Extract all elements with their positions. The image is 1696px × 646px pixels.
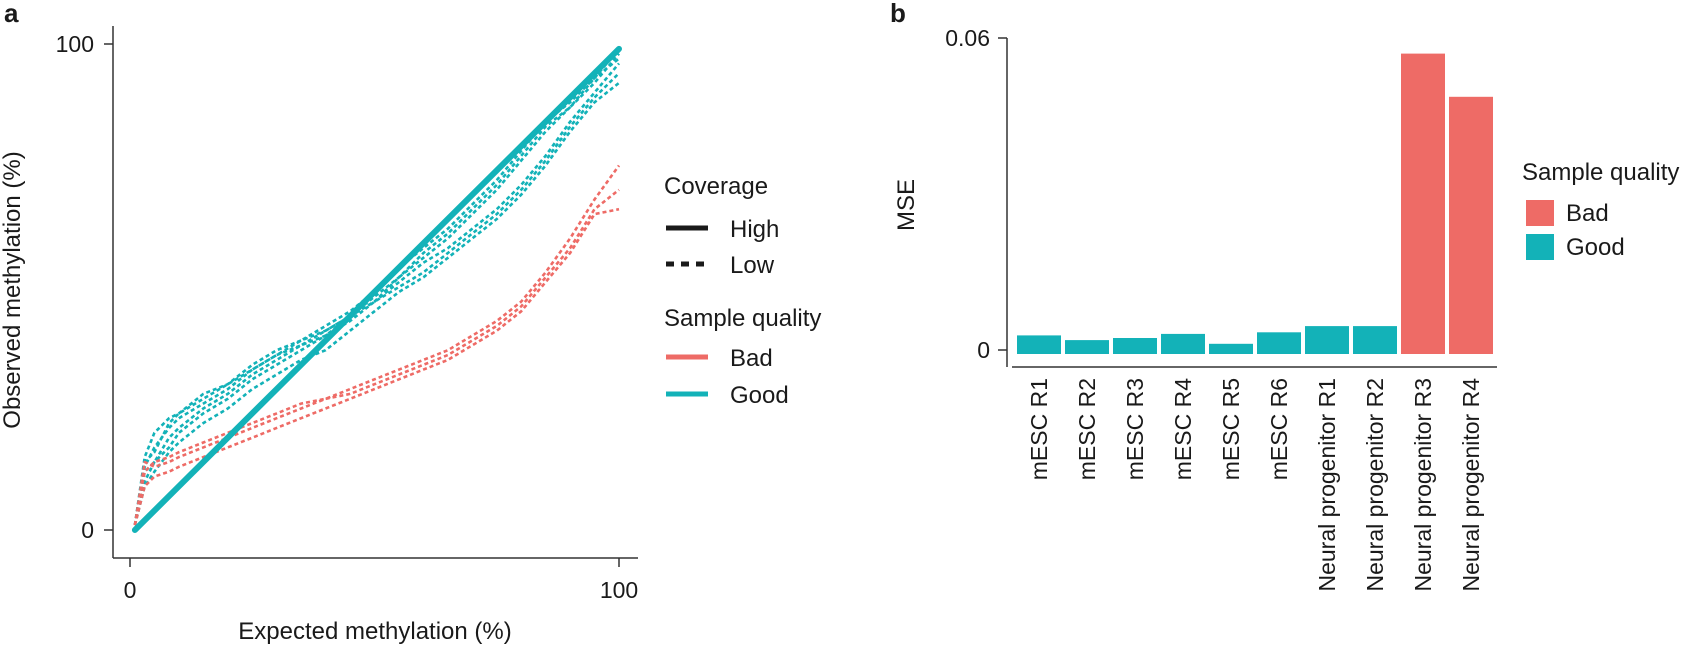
bar-label-1: mESC R1	[1026, 378, 1052, 480]
bar-label-8: Neural progenitor R2	[1362, 378, 1388, 592]
panel-b-legend: Sample quality Bad Good	[1522, 159, 1679, 261]
legend-quality-title: Sample quality	[664, 305, 821, 332]
series-line-5	[133, 72, 620, 526]
panel-a-line-chart: 100 0 0 100 Expected methylation (%) Obs…	[0, 26, 821, 645]
panel-b-bars-group	[1017, 53, 1493, 355]
panel-b-ytick-label-006: 0.06	[945, 25, 990, 51]
legend-bad-label: Bad	[730, 345, 773, 372]
legend-b-good-label: Good	[1566, 234, 1625, 261]
series-line-6	[133, 81, 620, 526]
panel-a-ytick-label-100: 100	[56, 31, 94, 57]
panel-a-legend: Coverage High Low Sample quality Bad Goo…	[664, 173, 821, 409]
series-line-8	[133, 164, 621, 526]
bar-4	[1161, 333, 1205, 354]
bar-label-6: mESC R6	[1266, 378, 1292, 480]
panel-a-letter: a	[4, 0, 19, 28]
bar-5	[1209, 343, 1253, 354]
bar-label-2: mESC R2	[1074, 378, 1100, 480]
bar-9	[1401, 53, 1445, 354]
bar-label-5: mESC R5	[1218, 378, 1244, 480]
bar-6	[1257, 332, 1301, 354]
legend-low-label: Low	[730, 252, 775, 279]
panel-a-xtick-label-0: 0	[124, 577, 137, 603]
bar-7	[1305, 326, 1349, 354]
panel-a-xtick-label-100: 100	[600, 577, 638, 603]
legend-b-good-swatch	[1526, 234, 1554, 260]
legend-b-bad-swatch	[1526, 200, 1554, 226]
series-line-2	[133, 48, 620, 526]
legend-high-label: High	[730, 216, 779, 243]
bar-8	[1353, 326, 1397, 354]
series-line-9	[133, 207, 620, 526]
panel-b-category-labels: mESC R1 mESC R2 mESC R3 mESC R4 mESC R5 mESC …	[1026, 378, 1484, 592]
bar-label-10: Neural progenitor R4	[1458, 378, 1484, 592]
bar-label-4: mESC R4	[1170, 378, 1196, 480]
panel-b-letter: b	[890, 0, 906, 28]
panel-a-x-axis-title: Expected methylation (%)	[238, 618, 511, 645]
panel-b-ytick-label-0: 0	[977, 337, 990, 363]
bar-3	[1113, 338, 1157, 354]
panel-b-y-axis-title: MSE	[893, 179, 920, 231]
legend-good-label: Good	[730, 382, 789, 409]
bar-10	[1449, 96, 1493, 355]
bar-2	[1065, 340, 1109, 354]
bar-1	[1017, 335, 1061, 354]
panel-a-ytick-label-0: 0	[81, 517, 94, 543]
panel-a-y-axis-title: Observed methylation (%)	[0, 151, 26, 428]
legend-coverage-title: Coverage	[664, 173, 768, 200]
panel-a-series-group	[131, 45, 622, 533]
bar-label-3: mESC R3	[1122, 378, 1148, 480]
series-line-10	[133, 188, 620, 526]
panel-b-bar-chart: 0.06 0 MSE mESC R1 mESC R2 mESC R3 mESC R4 m…	[893, 25, 1679, 592]
legend-b-bad-label: Bad	[1566, 200, 1609, 227]
legend-b-quality-title: Sample quality	[1522, 159, 1679, 186]
series-line-1	[131, 45, 622, 533]
bar-label-7: Neural progenitor R1	[1314, 378, 1340, 592]
bar-label-9: Neural progenitor R3	[1410, 378, 1436, 592]
